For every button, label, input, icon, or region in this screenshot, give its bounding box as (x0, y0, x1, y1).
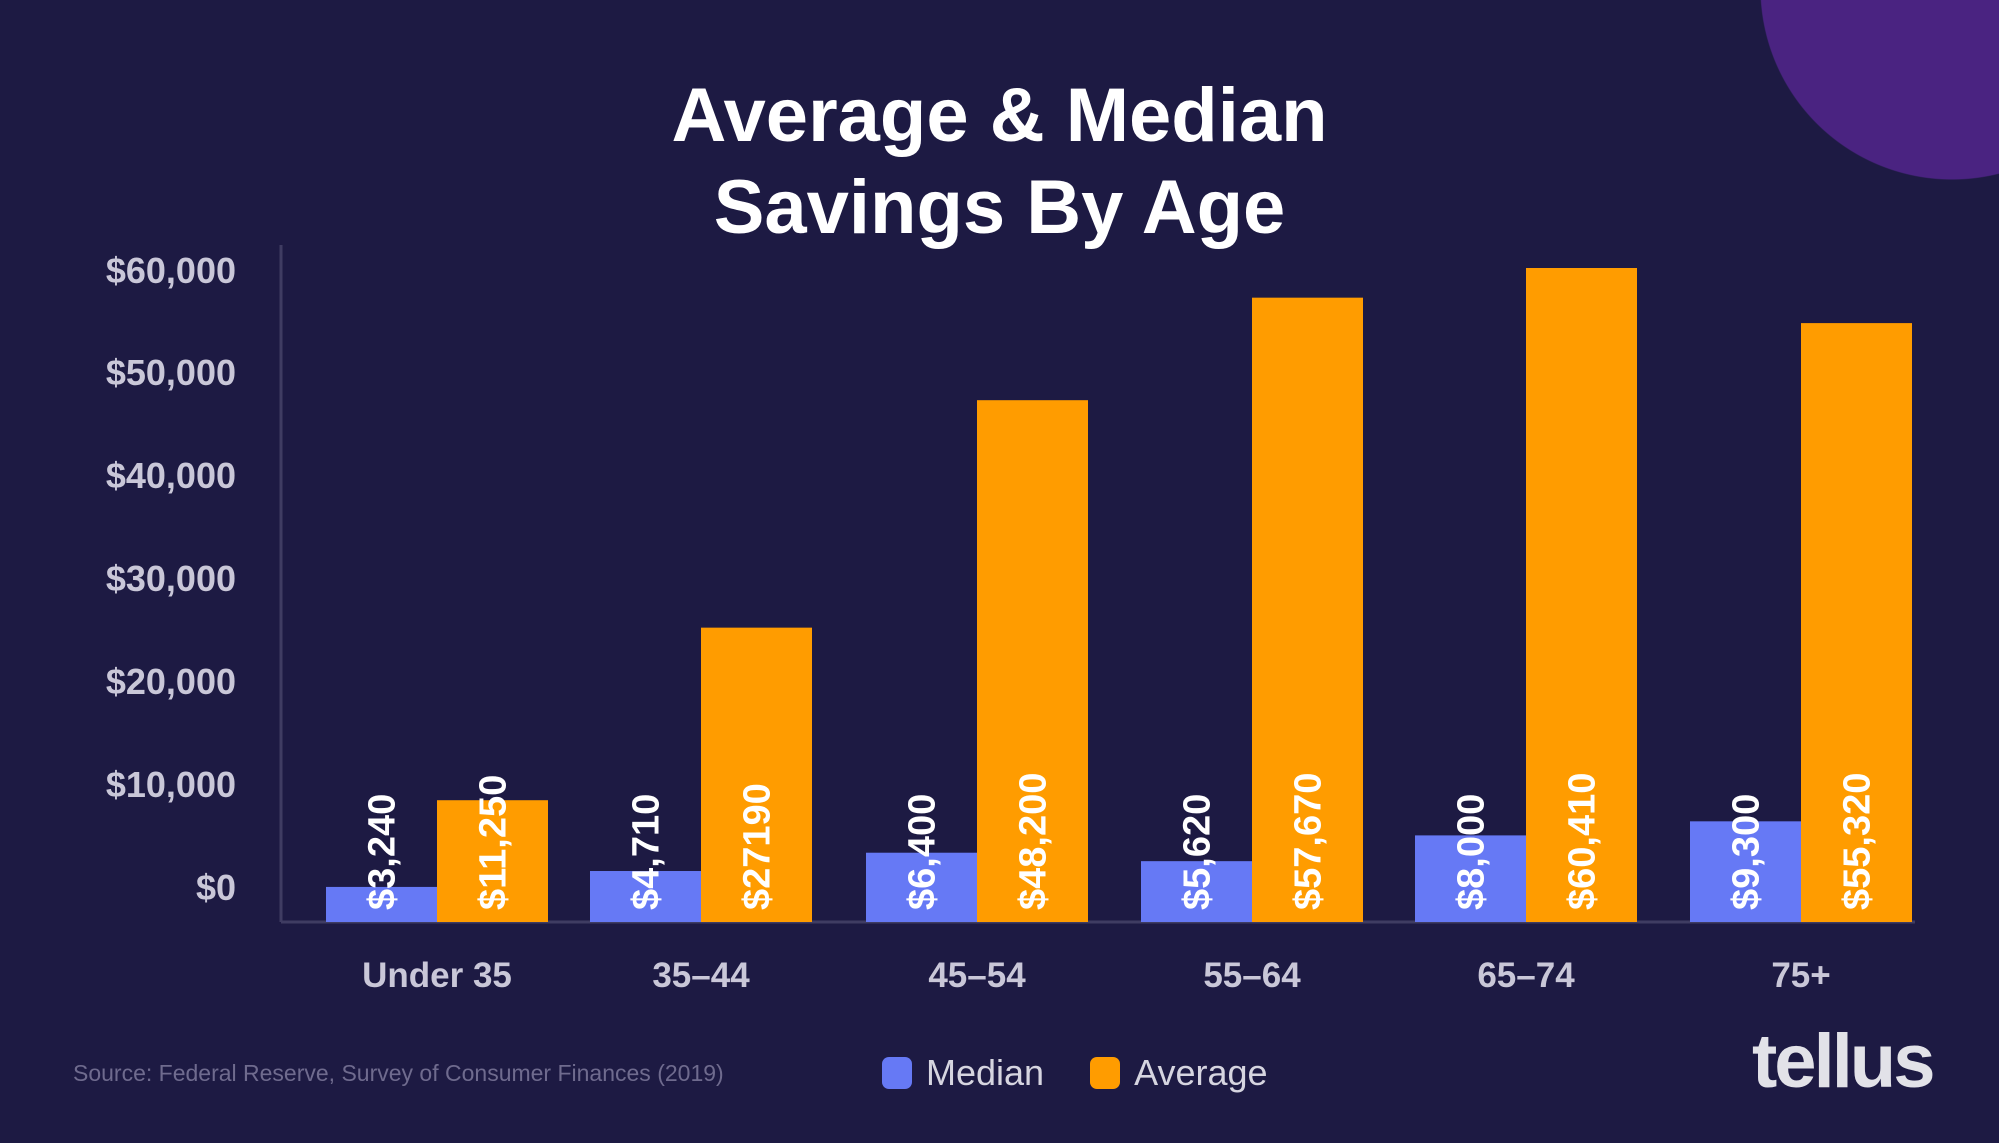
data-label-median: $3,240 (362, 794, 404, 910)
x-tick-label: Under 35 (362, 956, 512, 995)
bar-average (437, 800, 548, 922)
x-tick-label: 65–74 (1477, 956, 1575, 995)
y-tick-label: $20,000 (106, 661, 236, 702)
legend-label-median: Median (926, 1052, 1045, 1093)
data-label-average: $60,410 (1562, 773, 1604, 910)
legend-item-average: Average (1090, 1052, 1268, 1094)
y-tick-label: $0 (196, 867, 236, 908)
data-label-average: $57,670 (1288, 773, 1330, 910)
bar-median (1141, 861, 1252, 922)
legend-swatch-median (882, 1057, 912, 1089)
bar-median (1415, 835, 1526, 922)
legend-item-median: Median (882, 1052, 1044, 1094)
legend: Median Average (882, 1052, 1268, 1094)
legend-swatch-average (1090, 1057, 1121, 1089)
bar-average (1801, 323, 1912, 922)
data-label-average: $48,200 (1013, 773, 1055, 910)
tellus-logo: tellus (1752, 1019, 1935, 1104)
data-label-median: $4,710 (626, 794, 668, 910)
y-tick-label: $40,000 (106, 455, 236, 496)
bar-median (326, 886, 437, 922)
bar-median (1690, 821, 1801, 922)
title-line-1: Average & Median (671, 73, 1328, 158)
data-label-average: $55,320 (1837, 773, 1879, 910)
bar-average (977, 400, 1088, 922)
title-line-2: Savings By Age (713, 165, 1286, 250)
source-note: Source: Federal Reserve, Survey of Consu… (73, 1060, 724, 1086)
bar-average (1526, 268, 1637, 922)
y-tick-label: $60,000 (106, 250, 236, 291)
data-label-median: $8,000 (1451, 794, 1493, 910)
decorative-circle (1760, 0, 1999, 180)
bar-average (701, 627, 812, 922)
data-label-median: $5,620 (1177, 794, 1219, 910)
bar-average (1252, 297, 1363, 922)
data-label-average: $27190 (737, 783, 779, 910)
data-label-median: $6,400 (902, 794, 944, 910)
data-label-median: $9,300 (1726, 794, 1768, 910)
chart-title: Average & Median Savings By Age (0, 70, 1999, 254)
data-label-average: $11,250 (473, 775, 515, 910)
x-tick-label: 55–64 (1203, 956, 1301, 995)
bar-median (866, 852, 977, 922)
y-tick-label: $10,000 (106, 764, 236, 805)
y-tick-label: $50,000 (106, 352, 236, 393)
bar-median (590, 871, 701, 922)
x-tick-label: 75+ (1771, 956, 1830, 995)
x-tick-label: 45–54 (928, 956, 1026, 995)
y-tick-label: $30,000 (106, 558, 236, 599)
legend-label-average: Average (1134, 1052, 1268, 1093)
x-tick-label: 35–44 (652, 956, 750, 995)
